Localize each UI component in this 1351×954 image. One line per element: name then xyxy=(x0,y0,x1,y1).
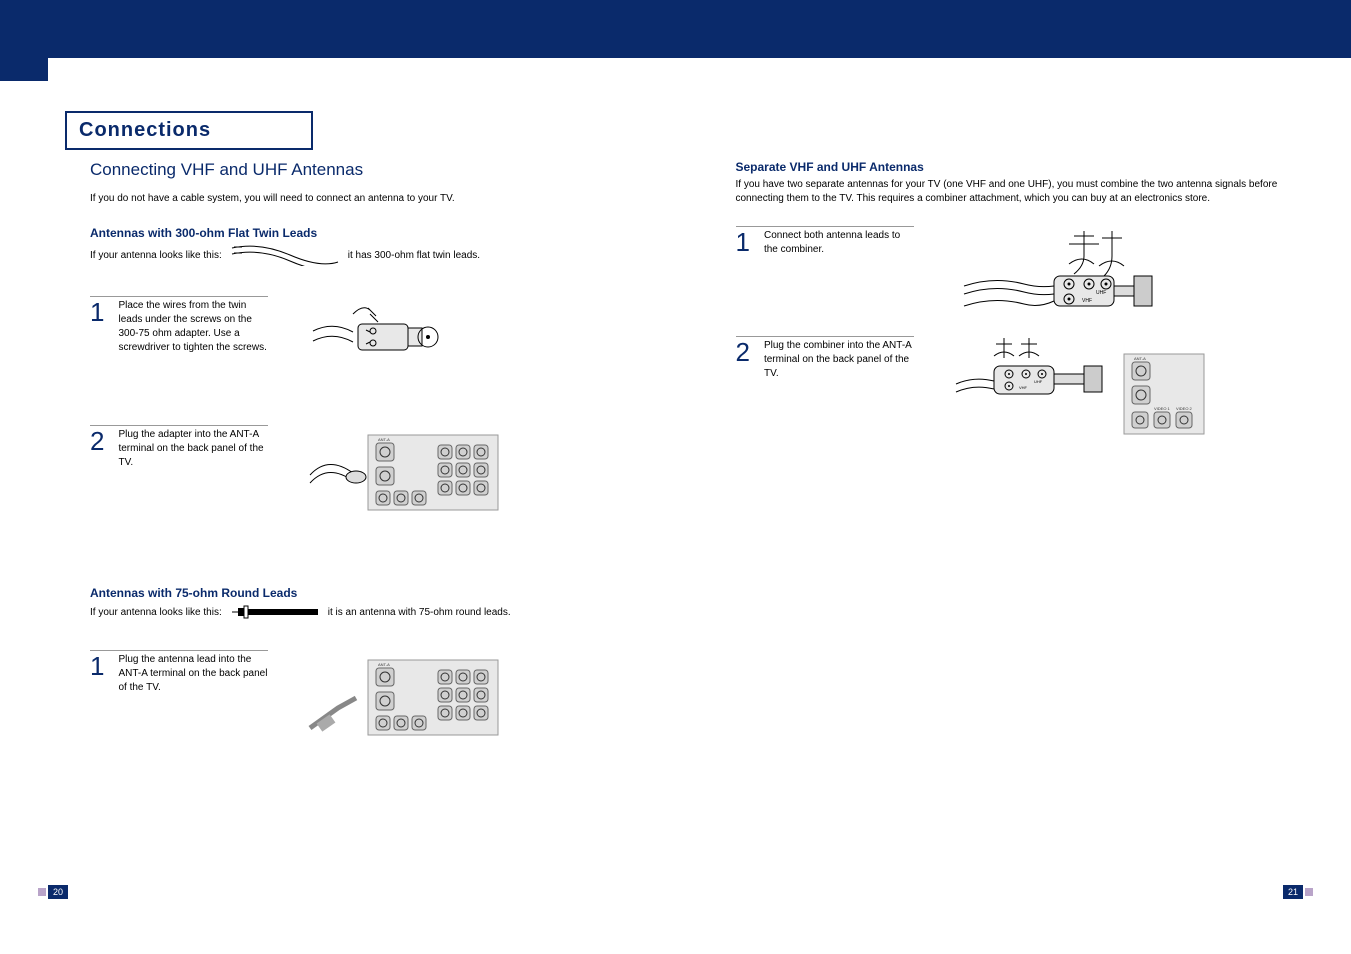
step-number: 1 xyxy=(736,229,750,255)
svg-text:ANT-A: ANT-A xyxy=(378,662,390,667)
section-title: Connections xyxy=(79,119,211,141)
back-panel-illustration: ANT-A xyxy=(308,425,508,515)
step: 2 Plug the adapter into the ANT-A termin… xyxy=(90,425,268,470)
top-bar xyxy=(0,0,1351,58)
section1-subhead: Antennas with 300-ohm Flat Twin Leads xyxy=(90,226,636,240)
step-text: Plug the adapter into the ANT-A terminal… xyxy=(118,428,268,470)
step-number: 2 xyxy=(736,339,750,365)
intro-text: If you do not have a cable system, you w… xyxy=(90,192,636,206)
svg-text:ANT-A: ANT-A xyxy=(1134,356,1146,361)
step-number: 2 xyxy=(90,428,104,454)
twin-lead-icon xyxy=(230,244,340,266)
svg-text:VIDEO 1: VIDEO 1 xyxy=(1154,406,1171,411)
right-page: Separate VHF and UHF Antennas If you hav… xyxy=(676,160,1351,765)
svg-text:UHF: UHF xyxy=(1096,290,1106,296)
left-page: Connecting VHF and UHF Antennas If you d… xyxy=(0,160,676,765)
step: 1 Plug the antenna lead into the ANT-A t… xyxy=(90,650,268,695)
svg-text:ANT-A: ANT-A xyxy=(378,437,390,442)
section2-leadout: it is an antenna with 75-ohm round leads… xyxy=(328,607,511,618)
section-header: Connections xyxy=(65,111,313,150)
step-text: Place the wires from the twin leads unde… xyxy=(118,299,268,355)
left-accent-strip xyxy=(0,58,48,81)
adapter-illustration xyxy=(308,296,458,376)
page-number-right: 21 xyxy=(1283,885,1303,899)
svg-text:UHF: UHF xyxy=(1034,379,1043,384)
step-number: 1 xyxy=(90,653,104,679)
step: 2 Plug the combiner into the ANT-A termi… xyxy=(736,336,914,381)
step: 1 Place the wires from the twin leads un… xyxy=(90,296,268,355)
page-subtitle: Connecting VHF and UHF Antennas xyxy=(90,160,636,180)
step-text: Plug the combiner into the ANT-A termina… xyxy=(764,339,914,381)
right-intro: If you have two separate antennas for yo… xyxy=(736,178,1282,206)
page-number-left: 20 xyxy=(48,885,68,899)
step: 1 Connect both antenna leads to the comb… xyxy=(736,226,914,257)
step-number: 1 xyxy=(90,299,104,325)
step-text: Plug the antenna lead into the ANT-A ter… xyxy=(118,653,268,695)
svg-text:VHF: VHF xyxy=(1019,385,1028,390)
step-text: Connect both antenna leads to the combin… xyxy=(764,229,914,257)
svg-text:VIDEO 2: VIDEO 2 xyxy=(1176,406,1193,411)
section1-leadout: it has 300-ohm flat twin leads. xyxy=(348,250,480,261)
section2-subhead: Antennas with 75-ohm Round Leads xyxy=(90,586,636,600)
right-subhead: Separate VHF and UHF Antennas xyxy=(736,160,1282,174)
section2-leadin: If your antenna looks like this: xyxy=(90,607,222,618)
back-panel-illustration-2: ANT-A xyxy=(308,650,508,740)
round-lead-icon xyxy=(230,604,320,620)
section1-leadin: If your antenna looks like this: xyxy=(90,250,222,261)
combiner-to-tv-illustration: VHF UHF ANT-A VIDEO 1 VIDEO 2 xyxy=(954,336,1214,446)
svg-text:VHF: VHF xyxy=(1082,298,1092,304)
combiner-illustration: VHF UHF xyxy=(954,226,1174,336)
